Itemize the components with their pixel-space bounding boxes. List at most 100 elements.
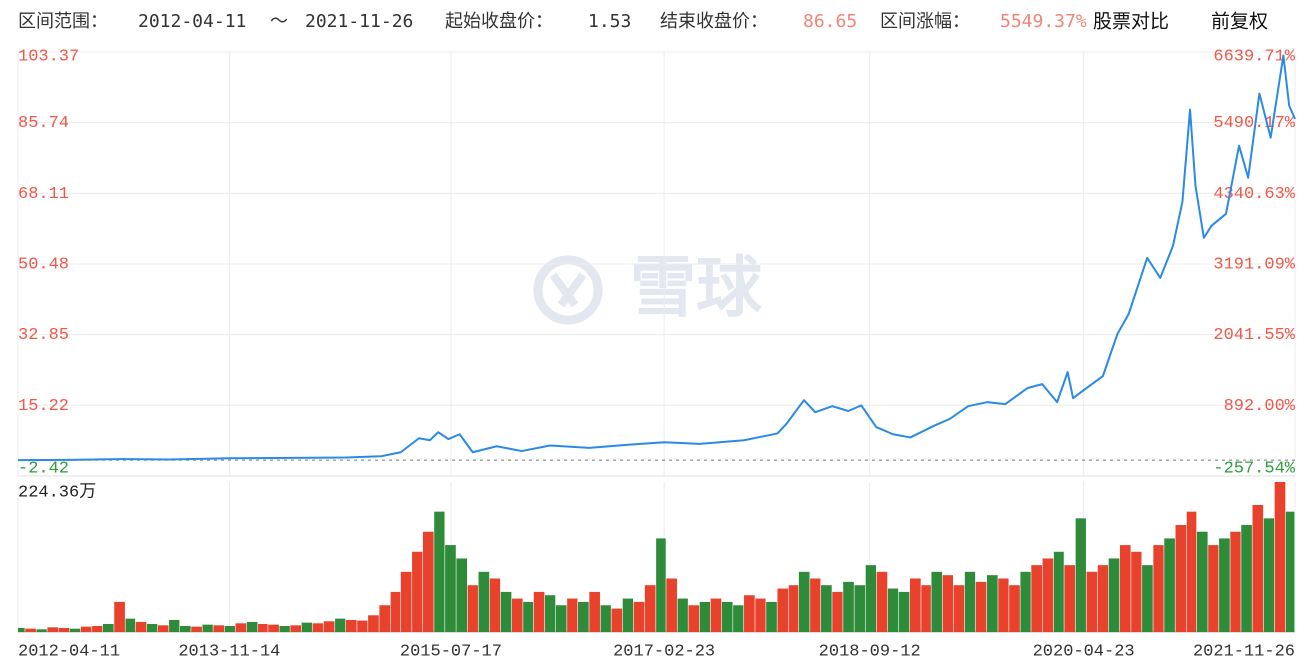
volume-bar [766,601,777,632]
y-tick-label: 85.74 [18,114,69,133]
volume-bar [323,621,335,632]
volume-bar [843,581,854,632]
volume-bar [135,621,147,632]
volume-bar [357,620,368,632]
volume-bar [555,605,567,632]
y2-tick-label: 4340.63% [1213,185,1295,204]
x-tick-label: 2013-11-14 [178,642,280,661]
volume-bar [600,605,611,632]
volume-bar [412,551,423,632]
volume-bars [18,482,1295,632]
volume-bar [92,625,103,632]
volume-bar [931,571,943,632]
range-label: 区间范围： [18,11,108,32]
volume-bar [456,558,468,632]
y2-tick-label: -257.54% [1213,459,1295,478]
volume-bar [898,591,910,632]
volume-bar [699,601,711,632]
volume-bar [301,622,312,632]
volume-bar [169,619,180,632]
volume-bar [832,591,843,632]
start-close-label: 起始收盘价： [445,11,553,32]
start-close: 1.53 [588,11,631,32]
y-tick-label: 32.85 [18,326,69,345]
volume-bar [721,601,733,632]
volume-bar [345,619,357,632]
volume-bar [422,531,434,632]
volume-tick-label: 224.36万 [18,482,96,502]
volume-bar [677,598,688,632]
volume-bar [887,588,899,632]
volume-bar [1252,504,1264,632]
x-tick-label: 2018-09-12 [819,642,921,661]
volume-bar [335,618,346,632]
volume-bar [810,578,821,632]
volume-bar [258,623,268,632]
volume-bar [1285,511,1295,632]
volume-bar [235,623,247,632]
volume-bar [268,624,279,632]
volume-bar [744,595,755,632]
volume-bar [114,601,125,632]
volume-bar [987,575,998,632]
y2-tick-label: 892.00% [1224,397,1296,416]
volume-bar [633,601,645,632]
volume-bar [755,598,766,632]
volume-bar [400,571,412,632]
volume-bar [390,591,401,632]
end-close-label: 结束收盘价： [660,11,768,32]
y-tick-label: 68.11 [18,185,69,204]
volume-bar [478,571,490,632]
volume-bar [798,571,810,632]
volume-bar [1009,585,1020,632]
volume-bar [489,578,501,632]
volume-bar [1241,525,1252,632]
volume-bar [445,545,456,632]
volume-bar [1175,525,1187,632]
volume-bar [36,629,47,632]
volume-bar [279,625,290,632]
volume-bar [656,538,666,632]
adjust-button[interactable]: 前复权 [1211,11,1268,33]
volume-bar [622,598,634,632]
end-close: 86.65 [803,11,857,32]
volume-bar [523,601,534,632]
volume-bar [578,601,589,632]
volume-bar [202,624,213,632]
volume-bar [1196,531,1208,632]
volume-bar [246,621,258,632]
volume-bar [1208,545,1219,632]
volume-bar [777,588,789,632]
volume-bar [876,571,888,632]
volume-bar [865,565,876,632]
volume-bar [434,511,445,632]
x-tick-label: 2012-04-11 [18,642,120,661]
y-tick-label: 103.37 [18,47,79,66]
change-label: 区间涨幅： [880,11,970,32]
volume-bar [500,591,512,632]
volume-bar [1131,551,1142,632]
x-tick-label: 2020-04-23 [1033,642,1135,661]
volume-bar [213,625,225,632]
volume-bar [511,598,523,632]
volume-bar [998,578,1009,632]
compare-button[interactable]: 股票对比 [1093,11,1169,33]
range-start: 2012-04-11 [138,11,246,32]
header: 区间范围： 2012-04-11 ～ 2021-11-26 起始收盘价： 1.5… [18,11,1268,33]
volume-bar [1042,558,1054,632]
volume-bar [1153,545,1164,632]
watermark-logo [533,255,603,325]
volume-bar [157,625,169,632]
y2-tick-label: 6639.71% [1213,47,1295,66]
volume-bar [1230,531,1241,632]
volume-bar [666,578,677,632]
price-line [17,54,1296,462]
volume-bar [1097,565,1109,632]
watermark-logo-mark [549,272,587,308]
volume-bar [589,591,600,632]
volume-bar [1053,551,1064,632]
y-tick-label: -2.42 [18,459,69,478]
volume-bar [788,585,799,632]
y2-tick-label: 2041.55% [1213,326,1295,345]
